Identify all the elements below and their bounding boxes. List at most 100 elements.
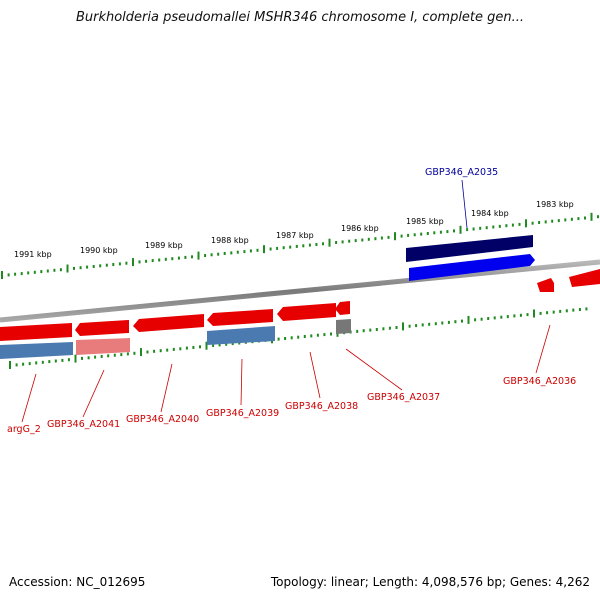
label-GBP346_A2041[interactable]: GBP346_A2041 [47,419,120,430]
ruler-tick-minor [426,232,429,235]
ruler-tick-minor [570,217,573,221]
ruler-tick-minor [518,222,521,226]
ruler-tick-minor [362,329,365,333]
gene-GBP346_A2035[interactable] [406,235,533,262]
label-GBP346_A2040[interactable]: GBP346_A2040 [126,414,199,425]
ruler-tick-minor [472,227,475,231]
ruler-label-1990: 1990 kbp [80,246,118,255]
ruler-tick-minor [474,318,477,322]
gene-GBP346_A2039-cds[interactable] [207,326,275,345]
gene-GBP346_A2036[interactable] [537,278,554,292]
ruler-tick-minor [413,233,416,237]
label-GBP346_A2039[interactable]: GBP346_A2039 [206,408,279,419]
label-GBP346_A2038[interactable]: GBP346_A2038 [285,401,358,412]
ruler-tick-minor [269,247,272,251]
ruler-tick-minor [380,236,383,240]
ruler-tick-minor [505,224,508,228]
ruler-tick-minor [446,230,449,234]
ruler-tick-major [263,245,265,254]
ruler-tick-minor [256,248,259,252]
ruler-tick-minor [369,328,372,332]
gene-labels: GBP346_A2035 GBP346_A2036 GBP346_A2037 G… [7,167,576,435]
ruler-tick-minor [538,221,541,224]
ruler-tick-minor [217,252,220,256]
ruler-tick-minor [564,218,567,222]
gene-GBP346_A2039[interactable] [207,309,273,326]
ruler-tick-minor [297,335,300,339]
ruler-tick-major [140,348,142,357]
gene-argG_2-cds[interactable] [0,342,73,359]
ruler-tick-minor [433,231,436,235]
ruler-tick-major [74,354,77,363]
ruler-tick-major [533,309,535,318]
ruler-tick-minor [41,360,44,364]
ruler-tick-minor [479,226,482,230]
reverse-genes [0,301,351,359]
ruler-tick-minor [290,336,293,340]
ruler-tick-minor [73,266,75,270]
ruler-label-1988: 1988 kbp [211,236,249,245]
leader-GBP346_A2039 [240,358,243,406]
ruler-tick-major [590,212,593,221]
ruler-tick-minor [552,310,555,314]
ruler-tick-minor [164,257,167,261]
ruler-tick-minor [323,333,326,337]
gene-GBP346_A2036-b[interactable] [569,269,600,287]
label-argG_2[interactable]: argG_2 [7,424,41,435]
gene-GBP346_A2035-cds[interactable] [409,254,535,281]
ruler-tick-minor [330,332,332,336]
label-GBP346_A2036[interactable]: GBP346_A2036 [503,376,576,387]
leader-GBP346_A2041 [82,369,105,418]
ruler-tick-minor [559,309,562,313]
gene-GBP346_A2037[interactable] [335,301,350,315]
gene-GBP346_A2041[interactable] [75,320,129,336]
ruler-tick-minor [531,221,534,225]
ruler-label-1987: 1987 kbp [276,231,314,240]
label-GBP346_A2035[interactable]: GBP346_A2035 [425,167,498,178]
ruler-tick-minor [461,319,463,323]
ruler-labels: 1991 kbp 1990 kbp 1989 kbp 1988 kbp 1987… [14,200,574,259]
ruler-tick-minor [87,356,90,360]
gene-GBP346_A2040[interactable] [133,314,204,332]
ruler-tick-minor [210,253,213,257]
ruler-tick-minor [53,268,56,272]
ruler-tick-minor [59,268,62,272]
gene-argG_2[interactable] [0,323,72,341]
ruler-tick-minor [230,251,233,255]
ruler-tick-minor [172,347,175,351]
ruler-tick-minor [387,235,390,239]
ruler-tick-minor [584,216,586,220]
ruler-tick-minor [282,246,285,250]
ruler-tick-minor [199,345,201,349]
ruler-tick-minor [308,243,311,247]
ruler-tick-minor [48,360,51,364]
ruler-tick-minor [46,269,49,273]
ruler-tick-minor [54,359,57,363]
ruler-tick-minor [341,240,344,244]
ruler-tick-minor [434,322,437,326]
ruler-tick-minor [185,346,188,350]
leader-lines [21,179,551,423]
gene-GBP346_A2037-cds[interactable] [336,319,351,334]
ruler-tick-minor [485,226,488,230]
ruler-tick-minor [204,254,207,257]
ruler-tick-minor [120,353,123,357]
ruler-tick-minor [107,354,110,358]
ruler-tick-minor [86,265,89,269]
gene-GBP346_A2041-cds[interactable] [76,338,130,355]
leader-GBP346_A2038 [309,351,321,399]
ruler-tick-minor [322,242,324,246]
ruler-tick-minor [408,324,411,328]
leader-GBP346_A2037 [345,348,403,391]
ruler-tick-minor [466,228,469,232]
label-GBP346_A2037[interactable]: GBP346_A2037 [367,392,440,403]
ruler-tick-minor [158,258,161,262]
ruler-tick-minor [212,344,215,347]
ruler-tick-minor [511,223,514,227]
ruler-tick-minor [400,234,403,238]
ruler-tick-minor [546,311,549,315]
ruler-tick-minor [284,337,287,340]
ruler-ticks-upper [1,212,599,279]
gene-GBP346_A2038[interactable] [277,303,336,321]
